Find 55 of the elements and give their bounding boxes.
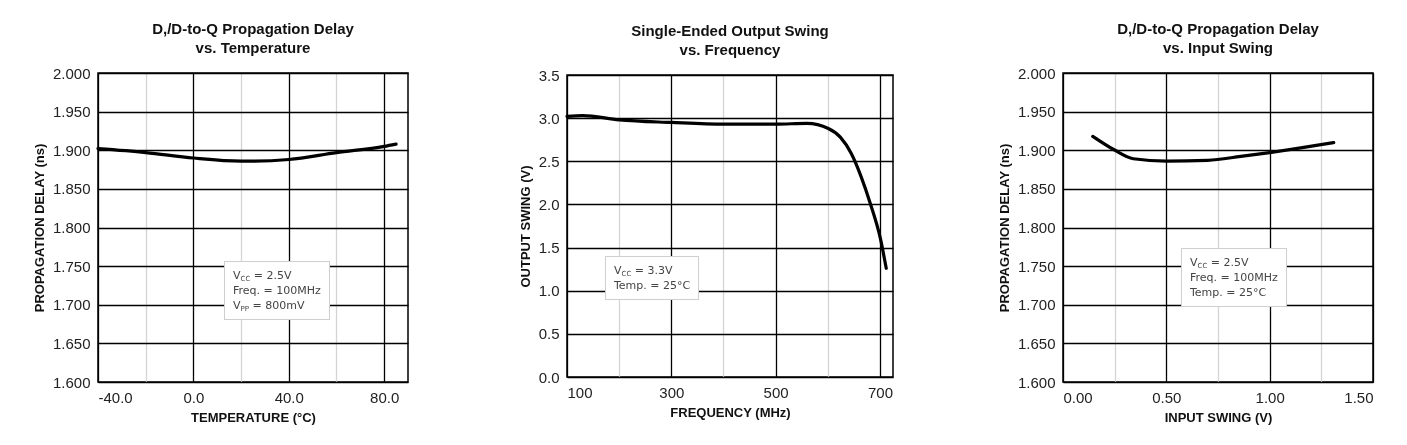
x-axis-title: TEMPERATURE (°C) <box>191 409 316 425</box>
annotation: V$_{CC}$ = 3.3V <box>614 263 674 278</box>
y-tick-label: 1.700 <box>1017 296 1056 314</box>
annotation: V$_{CC}$ = 2.5V <box>1190 255 1250 270</box>
annotation: V$_{PP}$ = 800mV <box>233 298 306 313</box>
y-tick-label: 1.650 <box>52 334 91 352</box>
y-tick-label: 2.000 <box>1017 64 1056 82</box>
y-tick-label: 3.0 <box>538 109 560 127</box>
x-axis-title: INPUT SWING (V) <box>1164 409 1273 425</box>
y-axis-title: PROPAGATION DELAY (ns) <box>31 143 47 313</box>
chart-title: Single-Ended Output Swing vs. Frequency <box>631 22 829 58</box>
x-tick-label: -40.0 <box>98 388 133 406</box>
y-tick-label: 1.600 <box>1017 373 1056 391</box>
x-tick-label: 300 <box>659 383 685 401</box>
x-tick-label: 1.00 <box>1255 388 1285 406</box>
y-tick-label: 1.900 <box>52 141 91 159</box>
y-tick-label: 1.750 <box>52 257 91 275</box>
x-tick-label: 100 <box>567 383 593 401</box>
y-axis-title: OUTPUT SWING (V) <box>517 165 533 288</box>
y-tick-label: 1.700 <box>52 296 91 314</box>
annotation: Freq. = 100MHz <box>1190 270 1278 285</box>
x-axis-title: FREQUENCY (MHz) <box>670 404 791 420</box>
x-tick-label: 1.50 <box>1344 388 1374 406</box>
y-tick-label: 1.950 <box>52 103 91 121</box>
y-tick-label: 2.0 <box>538 195 560 213</box>
x-tick-label: 0.0 <box>183 388 205 406</box>
x-tick-label: 40.0 <box>274 388 304 406</box>
annotation: Freq. = 100MHz <box>233 283 321 298</box>
y-tick-label: 1.800 <box>52 219 91 236</box>
annotation: Temp. = 25°C <box>614 278 691 293</box>
y-tick-label: 1.850 <box>52 180 91 198</box>
x-tick-label: 80.0 <box>370 388 400 406</box>
chart-title: D,/D-to-Q Propagation Delay vs. Temperature <box>152 20 355 56</box>
y-tick-label: 0.5 <box>538 325 560 343</box>
y-tick-label: 1.750 <box>1017 257 1056 275</box>
y-tick-label: 1.0 <box>538 282 560 300</box>
y-tick-label: 1.600 <box>52 373 91 391</box>
y-axis-title: PROPAGATION DELAY (ns) <box>996 143 1012 313</box>
annotation: V$_{CC}$ = 2.5V <box>233 268 293 283</box>
y-tick-label: 1.900 <box>1017 141 1056 159</box>
y-tick-label: 2.000 <box>52 64 91 82</box>
x-tick-label: 0.50 <box>1152 388 1182 406</box>
y-tick-label: 1.850 <box>1017 180 1056 198</box>
x-tick-label: 0.00 <box>1063 388 1093 406</box>
y-tick-label: 0.0 <box>538 368 560 386</box>
y-tick-label: 1.800 <box>1017 219 1056 236</box>
y-tick-label: 1.950 <box>1017 103 1056 121</box>
annotation: Temp. = 25°C <box>1190 285 1268 300</box>
x-tick-label: 500 <box>763 383 789 401</box>
y-tick-label: 1.650 <box>1017 334 1056 352</box>
y-tick-label: 2.5 <box>538 152 560 170</box>
y-tick-label: 3.5 <box>538 66 560 84</box>
y-tick-label: 1.5 <box>538 239 560 257</box>
chart-title: D,/D-to-Q Propagation Delay vs. Input Swing <box>1117 20 1320 56</box>
x-tick-label: 700 <box>867 383 893 401</box>
